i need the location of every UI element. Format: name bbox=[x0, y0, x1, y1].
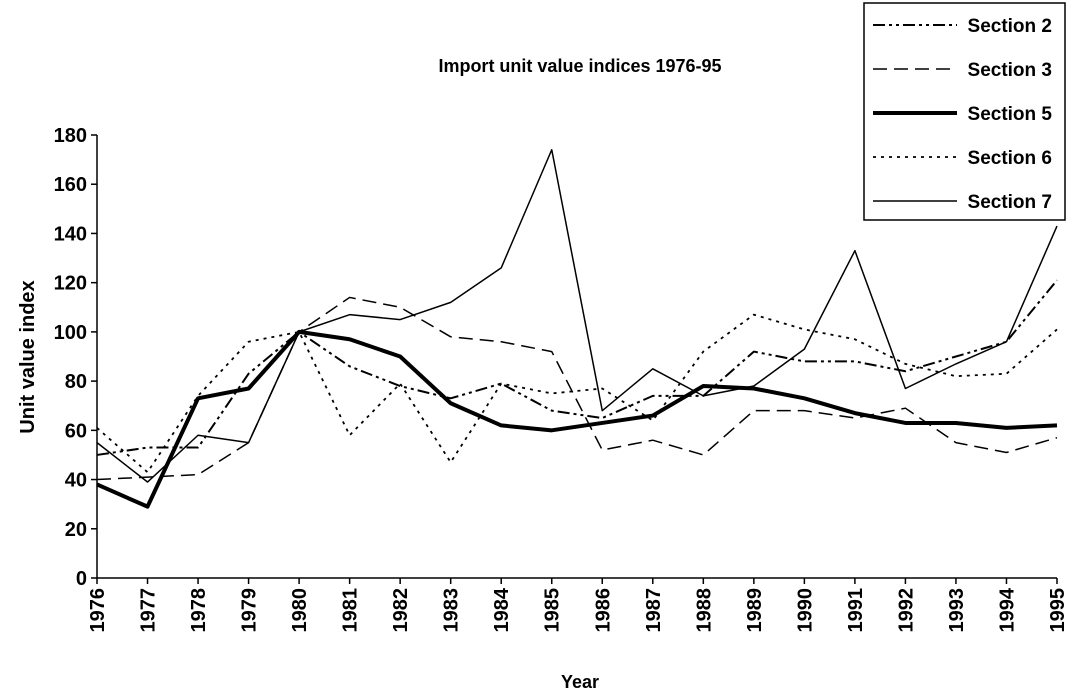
x-tick-label: 1985 bbox=[542, 588, 564, 633]
x-tick-label: 1994 bbox=[996, 587, 1018, 632]
x-tick-label: 1993 bbox=[946, 588, 968, 633]
series-line bbox=[96, 313, 1058, 474]
y-tick-label: 140 bbox=[54, 223, 87, 245]
x-tick-label: 1995 bbox=[1047, 588, 1069, 633]
x-tick-label: 1986 bbox=[592, 588, 614, 633]
x-tick-label: 1989 bbox=[744, 588, 766, 633]
x-tick-label: 1992 bbox=[895, 588, 917, 633]
x-tick-label: 1979 bbox=[239, 588, 261, 633]
y-tick-label: 0 bbox=[76, 568, 87, 590]
x-tick-label: 1977 bbox=[138, 588, 160, 633]
x-tick-label: 1978 bbox=[188, 588, 210, 633]
y-tick-label: 180 bbox=[54, 125, 87, 147]
y-axis-label: Unit value index bbox=[17, 280, 39, 433]
y-tick-label: 160 bbox=[54, 174, 87, 196]
series-line bbox=[96, 329, 1058, 509]
y-tick-label: 120 bbox=[54, 273, 87, 295]
legend-label: Section 6 bbox=[968, 148, 1052, 169]
y-tick-label: 20 bbox=[65, 519, 87, 541]
legend-box bbox=[863, 2, 1066, 221]
y-tick-label: 60 bbox=[65, 420, 87, 442]
x-tick-label: 1982 bbox=[390, 588, 412, 633]
y-tick-label: 40 bbox=[65, 470, 87, 492]
legend-label: Section 5 bbox=[968, 104, 1053, 125]
x-tick-label: 1976 bbox=[87, 588, 109, 633]
x-axis-label: Year bbox=[561, 672, 599, 692]
legend-label: Section 7 bbox=[968, 192, 1052, 213]
y-tick-label: 80 bbox=[65, 371, 87, 393]
legend-label: Section 2 bbox=[968, 16, 1052, 37]
x-tick-label: 1987 bbox=[643, 588, 665, 633]
x-tick-label: 1991 bbox=[845, 588, 867, 633]
x-tick-label: 1990 bbox=[794, 588, 816, 633]
y-tick-label: 100 bbox=[54, 322, 87, 344]
x-tick-label: 1981 bbox=[340, 588, 362, 633]
legend-label: Section 3 bbox=[968, 60, 1052, 81]
x-tick-label: 1983 bbox=[441, 588, 463, 633]
chart-title: Import unit value indices 1976-95 bbox=[438, 56, 721, 76]
x-tick-label: 1980 bbox=[289, 588, 311, 633]
x-tick-label: 1984 bbox=[491, 587, 513, 632]
series-line bbox=[96, 279, 1058, 456]
series-line bbox=[96, 149, 1058, 483]
x-tick-label: 1988 bbox=[693, 588, 715, 633]
